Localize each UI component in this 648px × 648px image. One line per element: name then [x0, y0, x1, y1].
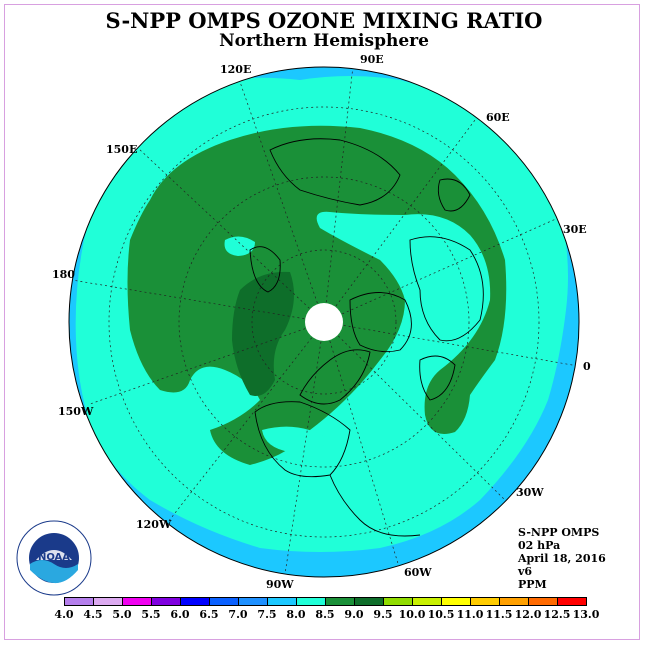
longitude-label-0: 0: [583, 360, 591, 373]
legend-tick-label: 12.5: [543, 608, 571, 621]
legend-tick-label: 4.0: [54, 608, 74, 621]
legend-tick-label: 5.5: [141, 608, 161, 621]
longitude-label-120e: 120E: [220, 63, 252, 76]
legend-swatch: [470, 597, 500, 606]
color-legend: 4.0 4.5 5.0 5.5 6.0 6.5 7.0 7.5 8.0 8.5 9.0 9.5 10.0…: [54, 597, 599, 622]
longitude-label-150w: 150W: [58, 405, 94, 418]
legend-swatch: [528, 597, 558, 606]
legend-swatch: [151, 597, 181, 606]
legend-tick-label: 4.5: [83, 608, 103, 621]
info-date: April 18, 2016: [518, 552, 606, 565]
longitude-label-90w: 90W: [266, 578, 294, 591]
legend-swatch: [122, 597, 152, 606]
map-title: S-NPP OMPS OZONE MIXING RATIO: [105, 8, 543, 33]
legend-swatch: [383, 597, 413, 606]
ozone-band-8-5: [232, 271, 294, 396]
legend-tick-label: 6.0: [170, 608, 190, 621]
no-data-pole: [305, 303, 343, 341]
longitude-label-120w: 120W: [136, 518, 172, 531]
legend-tick-label: 9.5: [373, 608, 393, 621]
legend-swatch: [325, 597, 355, 606]
ozone-band-8-0: [127, 125, 507, 465]
legend-swatch: [354, 597, 384, 606]
ozone-patch-7-5-b: [262, 426, 330, 452]
longitude-label-90e: 90E: [360, 53, 384, 66]
legend-tick-label: 7.0: [228, 608, 248, 621]
legend-swatch: [296, 597, 326, 606]
longitude-label-30w: 30W: [516, 486, 544, 499]
product-info: S-NPP OMPS 02 hPa April 18, 2016 v6 PPM: [518, 526, 606, 591]
legend-swatch: [238, 597, 268, 606]
info-level: 02 hPa: [518, 539, 561, 552]
legend-swatch: [93, 597, 123, 606]
legend-swatches: [64, 597, 587, 606]
legend-tick-label: 9.0: [344, 608, 364, 621]
legend-ticks: 4.0 4.5 5.0 5.5 6.0 6.5 7.0 7.5 8.0 8.5 9.0 9.5 10.0…: [54, 608, 599, 622]
legend-tick-label: 11.5: [485, 608, 513, 621]
longitude-label-180: 180: [52, 268, 75, 281]
info-instrument: S-NPP OMPS: [518, 526, 600, 539]
legend-tick-label: 12.0: [514, 608, 542, 621]
map-outline: [68, 66, 580, 578]
longitude-label-60e: 60E: [486, 111, 510, 124]
noaa-logo: NOAA: [16, 520, 92, 596]
ozone-patch-7-5-a: [224, 236, 255, 256]
legend-swatch: [209, 597, 239, 606]
legend-swatch: [180, 597, 210, 606]
legend-swatch: [64, 597, 94, 606]
legend-tick-label: 10.0: [398, 608, 426, 621]
logo-text: NOAA: [38, 552, 70, 563]
longitude-label-60w: 60W: [404, 566, 432, 579]
graticule: [71, 67, 579, 575]
longitude-label-30e: 30E: [563, 223, 587, 236]
info-version: v6: [518, 565, 533, 578]
legend-swatch: [499, 597, 529, 606]
legend-tick-label: 6.5: [199, 608, 219, 621]
legend-tick-label: 13.0: [572, 608, 600, 621]
legend-tick-label: 8.0: [286, 608, 306, 621]
longitude-label-150e: 150E: [106, 143, 138, 156]
legend-tick-label: 8.5: [315, 608, 335, 621]
coastlines: [249, 138, 484, 537]
figure-frame: [4, 4, 640, 640]
legend-tick-label: 11.0: [456, 608, 484, 621]
legend-swatch: [267, 597, 297, 606]
legend-swatch: [557, 597, 587, 606]
info-units: PPM: [518, 578, 547, 591]
legend-tick-label: 10.5: [427, 608, 455, 621]
legend-swatch: [441, 597, 471, 606]
legend-tick-label: 7.5: [257, 608, 277, 621]
legend-swatch: [412, 597, 442, 606]
map-subtitle: Northern Hemisphere: [219, 31, 429, 51]
legend-tick-label: 5.0: [112, 608, 132, 621]
